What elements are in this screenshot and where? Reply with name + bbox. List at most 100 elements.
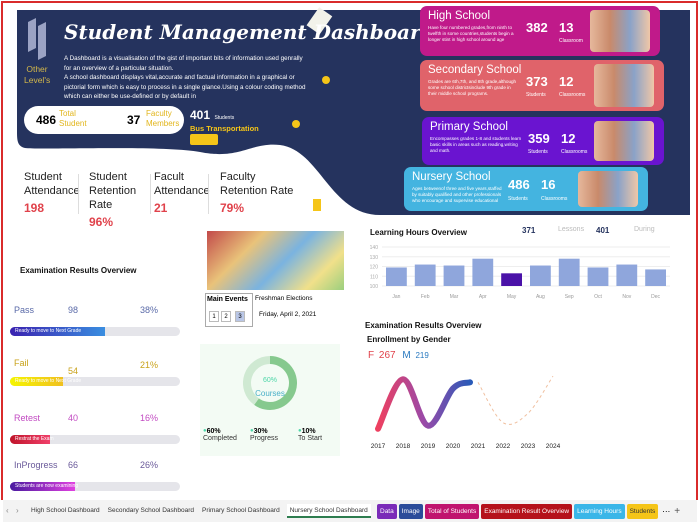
bar[interactable] (530, 265, 551, 286)
bar[interactable] (501, 273, 522, 286)
exam-row-percent: 26% (140, 460, 159, 470)
donut-percent: 60% (262, 377, 277, 384)
award-icon (292, 120, 300, 128)
bus-icon (190, 134, 218, 145)
colored-tab-list: Data Image Total of Students Examination Re… (377, 503, 680, 519)
bar[interactable] (443, 265, 465, 286)
lessons-value: 371 (522, 226, 536, 235)
year-label: 2021 (471, 443, 486, 450)
event-date: Friday, April 2, 2021 (259, 311, 317, 318)
students-value: 373 (526, 74, 548, 89)
exam-progress-fill: Ready to move to Next Grade (10, 327, 106, 336)
donut-label: Courses (255, 389, 285, 398)
kpi-card: Facult Attendance 21 (154, 170, 210, 215)
classrooms-label: Classrooms (541, 196, 568, 202)
kpi-value: 96% (89, 215, 114, 229)
sheet-tab[interactable]: Examination Result Overview (481, 503, 573, 519)
x-tick-label: Aug (536, 294, 545, 300)
year-label: 2024 (546, 443, 561, 450)
exam-row: InProgress 66 26% Students are now examinin… (10, 460, 182, 495)
sheet-tab[interactable]: Primary School Dashboard (202, 507, 280, 514)
exam-progress-bar: Ready to move to Next Grade (10, 377, 180, 386)
other-levels-logo (26, 18, 48, 60)
event-page-3[interactable]: 3 (235, 311, 245, 322)
exam-row-percent: 38% (140, 305, 159, 315)
bar[interactable] (386, 267, 407, 286)
exam-overview-title: Examination Results Overview (20, 266, 137, 275)
prev-sheet-icon[interactable]: ‹ (6, 506, 9, 515)
bar[interactable] (587, 267, 609, 286)
donut-legend-item: ●10% To Start (298, 428, 322, 442)
classrooms-value: 16 (541, 177, 556, 192)
school-card[interactable]: High School Have four numbered grades,fro… (420, 6, 660, 56)
event-photo (207, 231, 344, 290)
lightbulb-icon (322, 76, 330, 84)
kpi-card: Student Attendance 198 (24, 170, 84, 215)
bar[interactable] (558, 258, 580, 286)
donut-segment (243, 356, 271, 405)
legend-label: Completed (203, 435, 237, 442)
event-page-1[interactable]: 1 (209, 311, 219, 322)
courses-donut (243, 356, 297, 410)
school-description: Grades are 6th,7th, and 8th grade,althou… (428, 79, 517, 96)
school-description: Ages betweenof three and five years,staf… (412, 186, 502, 203)
exam-row-count: 40 (68, 413, 79, 423)
year-label: 2023 (521, 443, 536, 450)
sheet-tab[interactable]: Secondary School Dashboard (107, 507, 195, 514)
exam-row: Fail 54 21% Ready to move to Next Grade (10, 358, 182, 397)
book-icon (306, 7, 333, 35)
year-label: 2018 (396, 443, 411, 450)
classrooms-value: 12 (559, 74, 574, 89)
total-student-label: Total Student (59, 109, 87, 128)
classrooms-label: Classrooms (559, 92, 586, 98)
enrollment-line-forecast (477, 375, 554, 425)
bar[interactable] (414, 264, 436, 286)
exam-row-name: Fail (14, 358, 29, 368)
more-sheets-icon[interactable]: ⋯ (662, 506, 671, 516)
exam-progress-bar: Restrat the Exam (10, 435, 180, 444)
learning-hours-chart: 100 110 120 130 140 Jan Feb Mar Apr May Aug Sep Oct N… (370, 245, 670, 300)
learning-hours-title: Learning Hours Overview (370, 228, 467, 237)
sheet-tab[interactable]: High School Dashboard (31, 507, 100, 514)
add-sheet-icon[interactable]: + (674, 505, 681, 517)
kpi-value: 79% (220, 201, 245, 215)
x-tick-label: Dec (651, 294, 660, 300)
during-label: During (634, 226, 655, 233)
exam-row-count: 66 (68, 460, 79, 470)
donut-legend-item: ●60% Completed (203, 428, 237, 442)
school-card[interactable]: Secondary School Grades are 6th,7th, and … (420, 60, 664, 111)
school-card[interactable]: Nursery School Ages betweenof three and f… (404, 167, 648, 211)
event-page-2[interactable]: 2 (221, 311, 231, 322)
bar[interactable] (645, 269, 666, 286)
kpi-label: Student Attendance (24, 171, 80, 197)
kpi-label: Faculty Retention Rate (220, 171, 294, 197)
bus-transportation: 401 Students Bus Transportation (190, 106, 259, 145)
bar[interactable] (616, 264, 638, 286)
school-name: Nursery School (412, 171, 491, 183)
next-sheet-icon[interactable]: › (16, 506, 19, 515)
exam-row-name: Retest (14, 413, 41, 423)
lessons-label: Lessons (558, 226, 585, 233)
sheet-tab[interactable]: Learning Hours (574, 503, 625, 519)
divider (150, 174, 151, 214)
faculty-value: 37 (127, 113, 141, 127)
school-card[interactable]: Primary School Encompasses grades 1-8 and… (422, 117, 664, 165)
exam-row: Retest 40 16% Restrat the Exam (10, 413, 182, 448)
legend-value: 60% (206, 428, 221, 435)
kpi-label: Facult Attendance (154, 171, 210, 197)
school-description: Have four numbered grades,from ninth to … (428, 25, 514, 42)
exam-row-count: 98 (68, 305, 79, 315)
bus-label: Bus Transportation (190, 124, 259, 133)
kpi-value: 21 (154, 201, 168, 215)
year-label: 2017 (371, 443, 386, 450)
bar[interactable] (472, 258, 494, 286)
sheet-tab[interactable]: Nursery School Dashboard (286, 504, 371, 518)
during-value: 401 (596, 226, 610, 235)
sheet-tab[interactable]: Image (398, 503, 423, 519)
students-label: Students (528, 149, 548, 155)
students-photo (578, 171, 638, 207)
sheet-tab[interactable]: Total of Students (424, 503, 480, 519)
sheet-tab[interactable]: Data (377, 503, 397, 519)
sheet-tab[interactable]: Students (626, 503, 659, 519)
donut-legend-item: ●30% Progress (250, 428, 278, 442)
